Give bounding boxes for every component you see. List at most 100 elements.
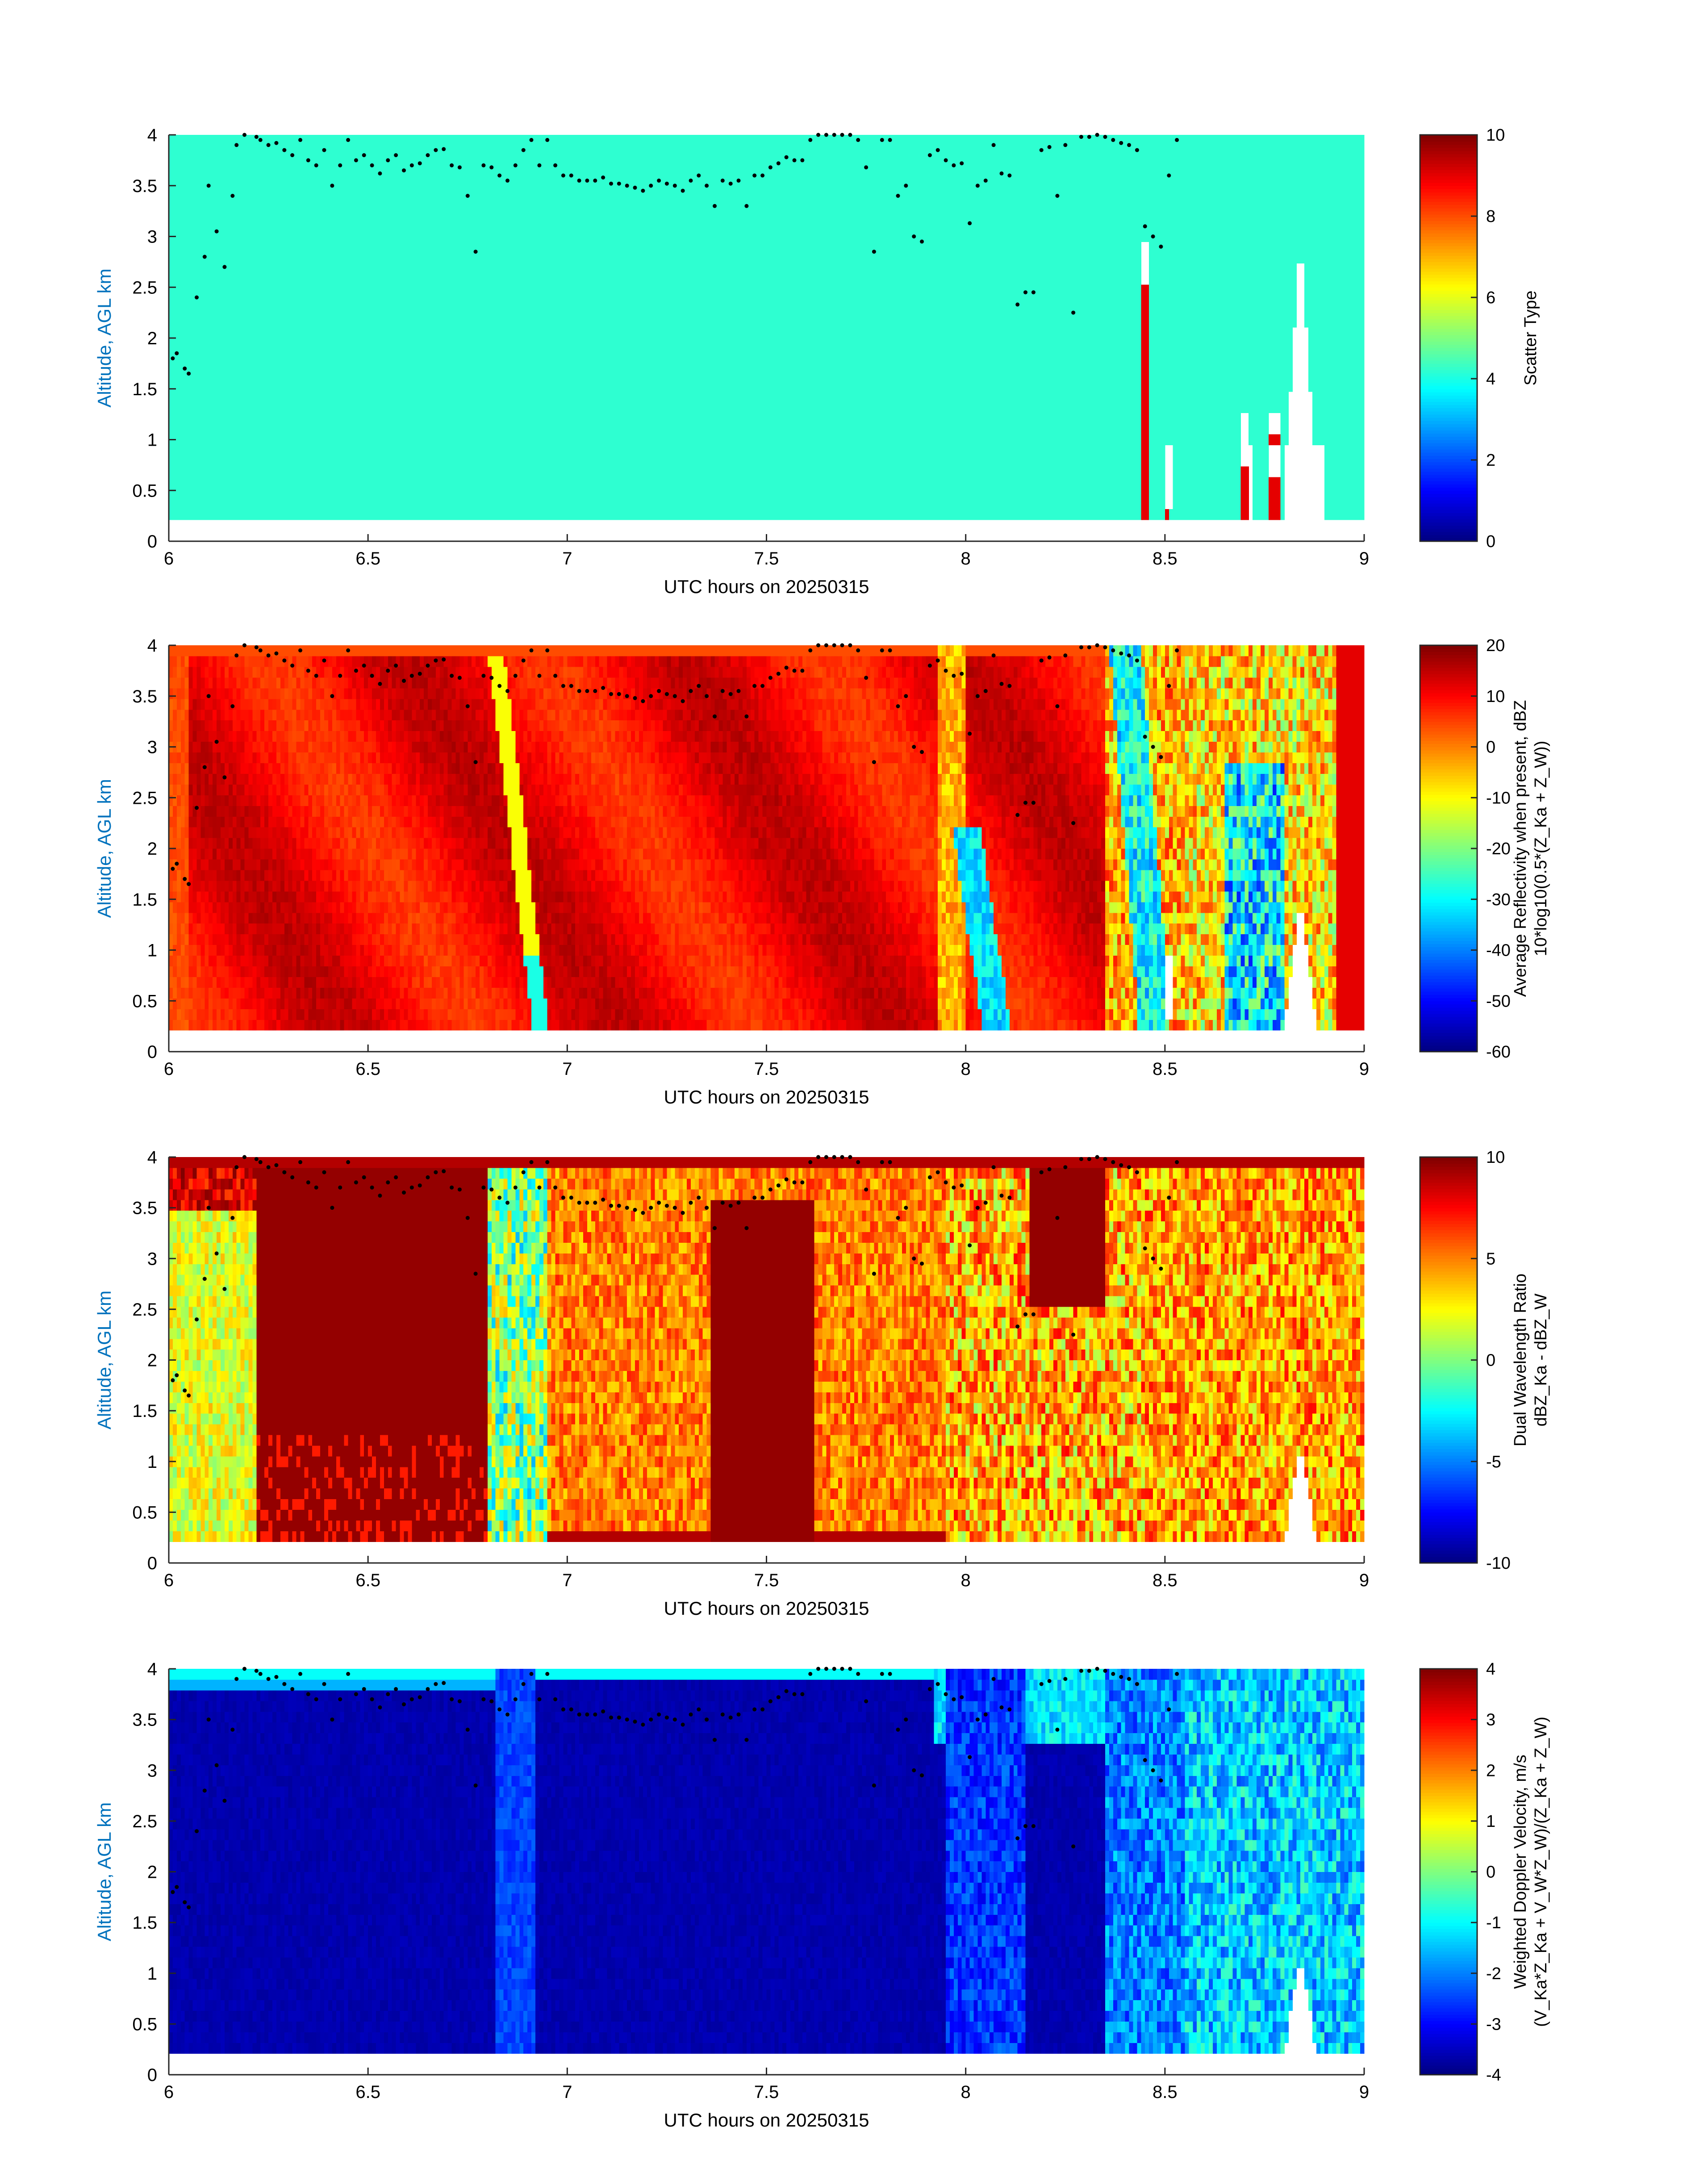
heatmap-cell <box>455 188 460 200</box>
heatmap-cell <box>344 435 349 446</box>
heatmap-cell <box>476 263 480 274</box>
heatmap-cell <box>547 381 552 392</box>
heatmap-cell <box>185 349 189 360</box>
heatmap-cell <box>193 231 197 242</box>
heatmap-cell <box>324 349 329 360</box>
heatmap-cell <box>304 178 309 189</box>
heatmap-cell <box>559 210 564 221</box>
heatmap-cell <box>519 477 524 488</box>
heatmap-cell <box>304 445 309 456</box>
heatmap-cell <box>380 413 384 424</box>
heatmap-cell <box>344 306 349 317</box>
heatmap-cell <box>193 327 197 338</box>
heatmap-cell <box>400 199 405 210</box>
heatmap-cell <box>404 317 408 328</box>
heatmap-cell <box>336 402 341 414</box>
heatmap-cell <box>340 306 345 317</box>
heatmap-cell <box>312 135 317 146</box>
heatmap-cell <box>320 252 325 263</box>
heatmap-cell <box>193 242 197 253</box>
heatmap-cell <box>455 424 460 435</box>
heatmap-cell <box>217 445 221 456</box>
heatmap-cell <box>368 135 372 146</box>
heatmap-cell <box>288 317 293 328</box>
heatmap-cell <box>312 445 317 456</box>
heatmap-cell <box>571 199 576 210</box>
heatmap-cell <box>428 242 432 253</box>
heatmap-cell <box>292 252 297 263</box>
heatmap-cell <box>448 370 452 381</box>
heatmap-cell <box>444 435 448 446</box>
heatmap-cell <box>268 274 273 285</box>
heatmap-cell <box>304 488 309 499</box>
heatmap-cell <box>284 466 289 477</box>
heatmap-cell <box>384 146 388 157</box>
heatmap-cell <box>360 327 364 338</box>
heatmap-cell <box>412 424 416 435</box>
heatmap-cell <box>284 252 289 263</box>
heatmap-cell <box>492 359 496 371</box>
heatmap-cell <box>272 435 277 446</box>
heatmap-cell <box>213 413 217 424</box>
heatmap-cell <box>256 252 261 263</box>
heatmap-cell <box>264 242 269 253</box>
heatmap-cell <box>400 284 405 296</box>
heatmap-cell <box>444 466 448 477</box>
heatmap-cell <box>241 306 245 317</box>
heatmap-cell <box>213 381 217 392</box>
heatmap-cell <box>396 477 401 488</box>
heatmap-cell <box>209 242 213 253</box>
heatmap-cell <box>496 370 500 381</box>
heatmap-cell <box>288 135 293 146</box>
heatmap-cell <box>531 167 536 178</box>
heatmap-cell <box>288 392 293 403</box>
heatmap-cell <box>476 210 480 221</box>
heatmap-cell <box>408 455 412 467</box>
heatmap-cell <box>320 359 325 371</box>
heatmap-cell <box>507 413 512 424</box>
heatmap-cell <box>241 210 245 221</box>
heatmap-cell <box>412 167 416 178</box>
heatmap-cell <box>452 498 456 510</box>
heatmap-cell <box>488 455 492 467</box>
heatmap-cell <box>328 509 333 520</box>
heatmap-cell <box>280 252 285 263</box>
heatmap-cell <box>300 252 305 263</box>
heatmap-cell <box>567 199 572 210</box>
heatmap-cell <box>376 221 380 232</box>
heatmap-cell <box>368 274 372 285</box>
heatmap-cell <box>332 242 337 253</box>
heatmap-cell <box>292 466 297 477</box>
heatmap-cell <box>217 135 221 146</box>
heatmap-cell <box>344 488 349 499</box>
heatmap-cell <box>551 188 556 200</box>
heatmap-cell <box>436 455 440 467</box>
heatmap-cell <box>408 509 412 520</box>
heatmap-cell <box>272 359 277 371</box>
heatmap-cell <box>396 435 401 446</box>
heatmap-cell <box>292 445 297 456</box>
heatmap-cell <box>380 306 384 317</box>
heatmap-cell <box>392 477 397 488</box>
heatmap-cell <box>260 274 265 285</box>
heatmap-cell <box>376 199 380 210</box>
heatmap-cell <box>196 210 201 221</box>
heatmap-cell <box>193 284 197 296</box>
heatmap-cell <box>200 156 205 167</box>
heatmap-cell <box>233 338 237 349</box>
heatmap-cell <box>300 498 305 510</box>
heatmap-cell <box>372 498 376 510</box>
heatmap-cell <box>316 252 321 263</box>
heatmap-cell <box>408 306 412 317</box>
heatmap-cell <box>519 295 524 306</box>
heatmap-cell <box>316 509 321 520</box>
heatmap-cell <box>519 242 524 253</box>
heatmap-cell <box>424 295 428 306</box>
heatmap-cell <box>260 167 265 178</box>
heatmap-cell <box>488 498 492 510</box>
heatmap-cell <box>559 445 564 456</box>
heatmap-cell <box>459 295 464 306</box>
heatmap-cell <box>488 274 492 285</box>
heatmap-cell <box>221 199 225 210</box>
heatmap-cell <box>543 370 548 381</box>
